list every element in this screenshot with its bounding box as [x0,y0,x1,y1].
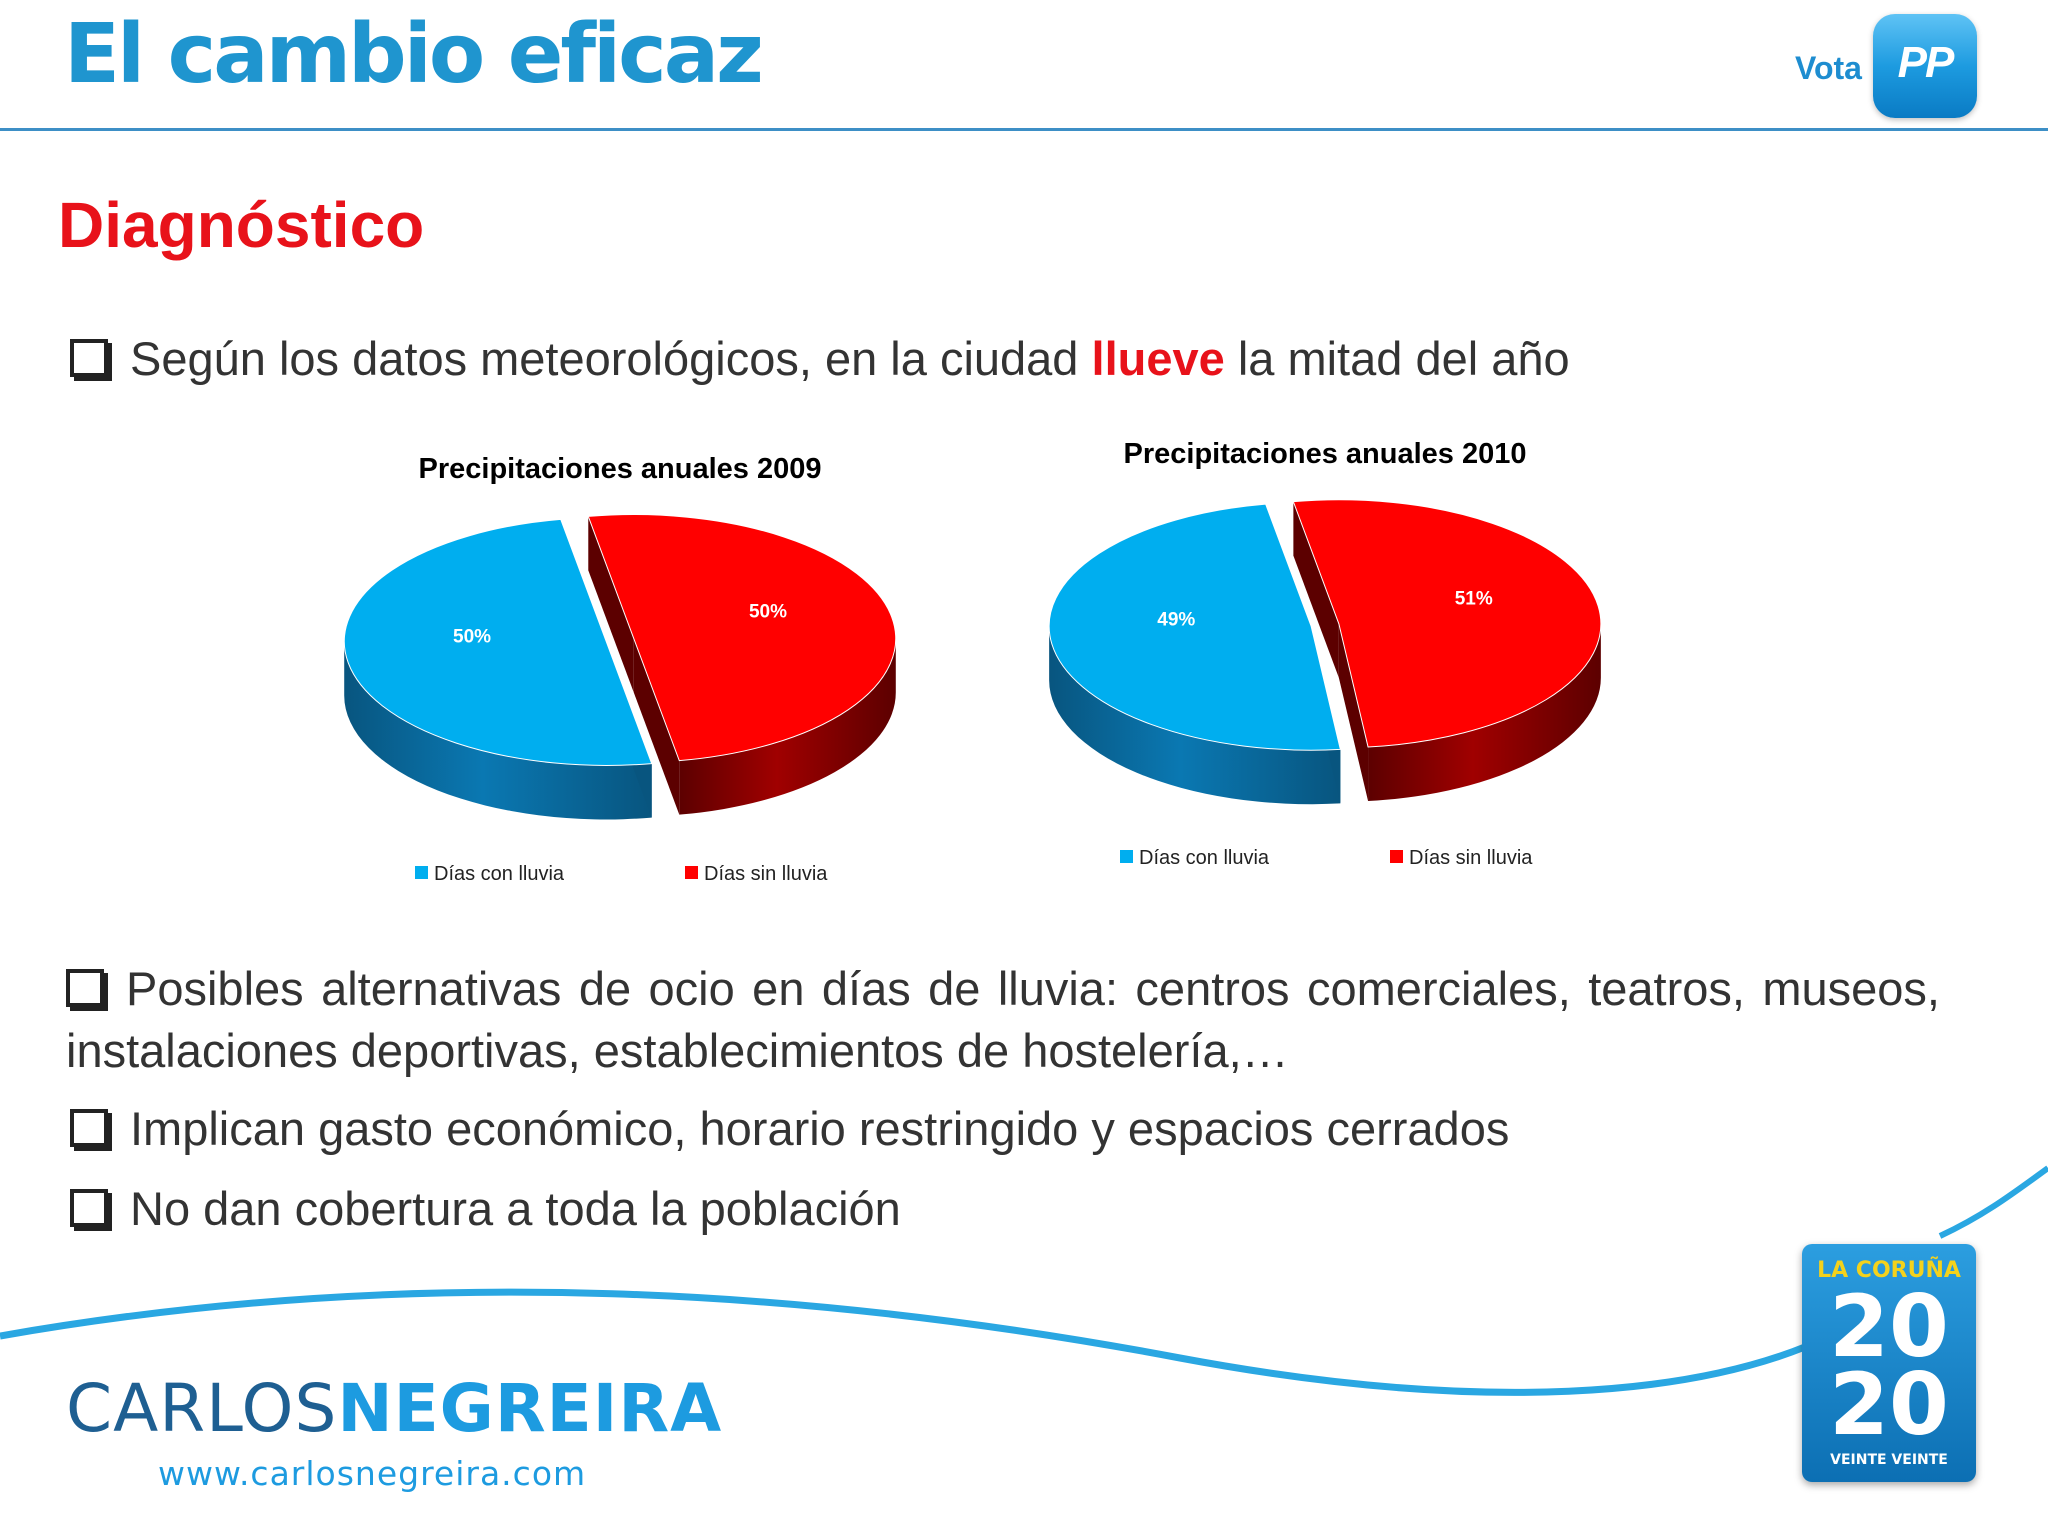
pie-0-slice-1-face-1 [633,638,680,815]
header-title: El cambio eficaz [64,7,764,102]
bullet-1-highlight: llueve [1091,332,1225,385]
checkbox-bullet-icon [70,1109,108,1147]
chart-1-legend-swatch-0 [1120,850,1133,863]
pie-1-slice-1-face-1 [1338,623,1369,802]
pie-1-slice-1-side [1368,623,1601,802]
pie-0-slice-0 [343,518,653,766]
chart-0-legend-label-0: Días con lluvia [434,863,565,885]
chart-0-legend-label-1: Días sin lluvia [704,863,828,885]
pie-0-slice-1 [587,514,897,762]
header-divider [0,128,2048,131]
bullet-3-text: Implican gasto económico, horario restri… [130,1102,1510,1155]
pie-0-label-0: 50% [453,627,491,648]
footer-name-bold: NEGREIRA [337,1370,723,1447]
footer-name-light: CARLOS [66,1370,338,1447]
charts-area: 50% 50% Precipitaciones anuales 2009 Días c… [343,438,1602,885]
pie-0-slice-1-face-0 [588,516,634,693]
checkbox-bullet-icon [70,339,108,377]
bullet-rain-stats: Según los datos meteorológicos, en la ci… [70,328,1970,390]
footer-url: www.carlosnegreira.com [158,1454,587,1493]
chart-0-title: Precipitaciones anuales 2009 [419,453,822,485]
pie-0-slice-0-side [344,641,652,820]
badge-bottom-text: VEINTE VEINTE [1830,1452,1948,1468]
bullet-4-text: No dan cobertura a toda la población [130,1182,901,1235]
pie-1-slice-1 [1292,499,1602,748]
chart-1-title: Precipitaciones anuales 2010 [1124,438,1527,470]
pie-1-slice-0 [1048,503,1341,751]
bullet-costs: Implican gasto económico, horario restri… [70,1098,1970,1160]
checkbox-bullet-icon [66,969,104,1007]
pie-1-label-1: 51% [1455,589,1493,610]
chart-1-legend-label-0: Días con lluvia [1139,847,1270,869]
badge-20-bottom: 20 [1829,1355,1949,1455]
pie-0-slice-1-side [679,638,896,815]
pie-1-slice-1-face-0 [1293,501,1339,678]
party-logo: PP [1873,14,1977,118]
chart-1-legend-swatch-1 [1390,850,1403,863]
chart-0-legend-swatch-1 [685,866,698,879]
badge-top-text: LA CORUÑA [1817,1258,1961,1283]
pie-1-label-0: 49% [1157,609,1195,630]
chart-0-legend-swatch-0 [415,866,428,879]
footer-logo-name: CARLOSNEGREIRA [66,1370,722,1447]
bullet-2-text: Posibles alternativas de ocio en días de… [66,962,1940,1077]
vote-label: Vota [1795,50,1862,86]
party-logo-text: PP [1897,38,1955,87]
badge-20-top: 20 [1829,1277,1949,1377]
bullet-alternatives: Posibles alternativas de ocio en días de… [66,958,1940,1082]
pie-1-slice-0-side [1049,626,1341,805]
bullet-1-before: Según los datos meteorológicos, en la ci… [130,332,1092,385]
checkbox-bullet-icon [70,1189,108,1227]
bullet-coverage: No dan cobertura a toda la población [70,1178,1970,1240]
chart-1-legend-label-1: Días sin lluvia [1409,847,1533,869]
pie-0-label-1: 50% [749,601,787,622]
page-title: Diagnóstico [58,189,425,261]
bullet-1-after: la mitad del año [1224,332,1570,385]
campaign-badge: LA CORUÑA 20 20 VEINTE VEINTE [1802,1244,1976,1482]
